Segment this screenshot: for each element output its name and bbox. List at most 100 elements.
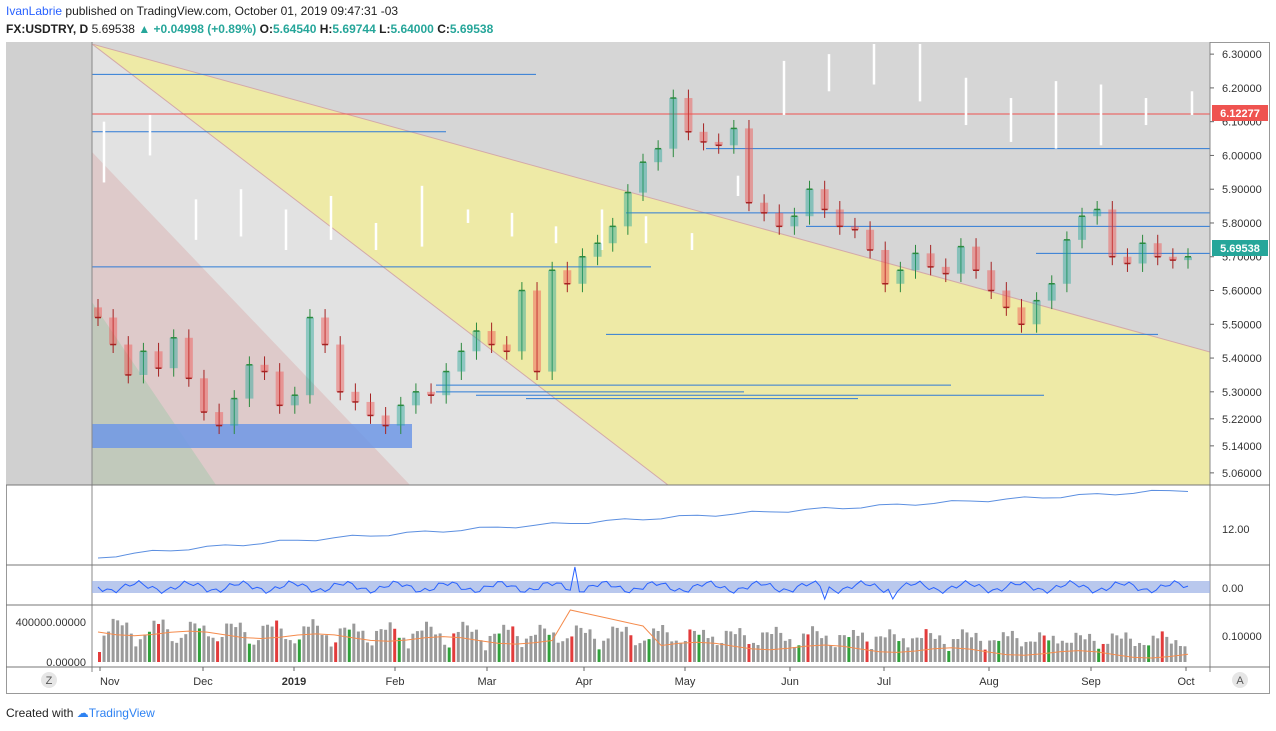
volume-bar [143,634,147,662]
volume-bar [915,637,919,662]
volume-bar [275,620,279,662]
volume-bar [470,631,474,662]
oscillator-band [92,581,1210,593]
auto-scale-button[interactable] [1232,672,1248,688]
candle-body [1138,243,1147,264]
candle-body [290,395,299,406]
volume-bar [434,634,438,662]
price-tick-label: 6.30000 [1222,49,1262,61]
volume-bar [1151,635,1155,662]
low-value: 5.64000 [390,22,434,36]
lower-trendline [92,44,669,485]
volume-bar [960,629,964,662]
candle-body [215,412,224,426]
time-tick-label: Aug [979,676,999,688]
volume-bar [261,625,265,662]
candle-body [729,128,738,146]
volume-bar [565,638,569,662]
volume-bar [692,630,696,662]
candle-body [442,371,451,396]
volume-bar [447,647,451,662]
candle-body [169,337,178,369]
candle-body [472,331,481,352]
white-markers [102,44,1194,250]
time-tick-label: May [675,676,696,688]
demand-zone [92,424,412,448]
zoom-button[interactable] [41,672,57,688]
volume-bar [152,620,156,662]
candle-body [124,344,133,375]
volume-bar [842,635,846,662]
candle-body [275,371,284,406]
candle-body [321,317,330,345]
volume-bar [847,637,851,662]
candle-body [351,391,360,402]
volume-bar [325,635,329,662]
published-text: published on TradingView.com, October 01… [65,4,399,18]
volume-bar [1069,642,1073,662]
candle-body [1093,209,1102,217]
volume-bar [801,633,805,662]
price-axis[interactable]: 6.30000 6.20000 6.10000 6.00000 5.90000 5.800… [1210,49,1262,480]
volume-bar [883,637,887,662]
candle-body [94,307,102,318]
oscillator-line [97,566,1189,601]
volume-bar [770,634,774,662]
volume-bar [988,640,992,662]
volume-bar [761,632,765,662]
candles [94,89,1192,435]
volume-bar [583,632,587,662]
tradingview-link[interactable]: TradingView [88,706,155,720]
volume-bar [706,638,710,662]
volume-bar [529,635,533,662]
volume-bar [688,629,692,662]
volume-bar [742,635,746,662]
symbol-name[interactable]: FX:USDTRY, D [6,22,89,36]
volume-bar [465,625,469,662]
chart-canvas[interactable]: 6.30000 6.20000 6.10000 6.00000 5.90000 5.800… [6,42,1270,694]
up-triangle-icon: ▲ [138,22,151,36]
volume-bar [942,643,946,662]
candle-body [1032,300,1041,325]
volume-bar [615,627,619,662]
candle-body [639,162,647,193]
candle-body [381,415,390,426]
volume-bar [670,641,674,662]
volume-bar [806,634,810,662]
close-label: C: [437,22,450,36]
time-axis[interactable]: Nov Dec 2019 Feb Mar Apr May Jun Jul Aug Sep Oct [99,667,1195,688]
indicator-tick: 12.00 [1222,524,1250,536]
time-tick-label: Mar [478,676,497,688]
volume-bar [738,628,742,662]
volume-bar [338,628,342,662]
price-tick-label: 5.06000 [1222,468,1262,480]
volume-bar [665,632,669,662]
volume-bar [393,628,397,662]
candle-body [366,401,375,416]
candle-body [941,266,950,274]
candle-body [775,212,784,227]
price-tick-label: 6.20000 [1222,83,1262,95]
candle-body [563,270,572,284]
candle-body [305,317,314,396]
volume-bar [1169,643,1173,662]
volume-bar [929,633,933,662]
author-link[interactable]: IvanLabrie [6,4,63,18]
candle-body [820,189,829,210]
created-with-text: Created with [6,706,74,720]
volume-bar [411,633,415,662]
volume-bar [329,646,333,662]
level-price-label: 6.12277 [1220,108,1260,120]
volume-bar [288,640,292,662]
open-value: 5.64540 [272,22,317,36]
volume-bar [107,631,111,662]
candle-body [866,229,875,250]
volume-bar [1079,635,1082,662]
volume-bar [461,621,465,662]
candle-body [427,391,436,396]
volume-bar [302,626,306,662]
volume-bar [683,640,687,662]
volume-bar [965,632,969,662]
volume-bar [1001,632,1005,662]
volume-bar [711,636,715,662]
